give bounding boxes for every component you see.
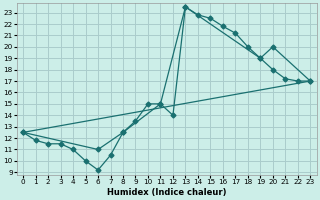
X-axis label: Humidex (Indice chaleur): Humidex (Indice chaleur) [107,188,227,197]
